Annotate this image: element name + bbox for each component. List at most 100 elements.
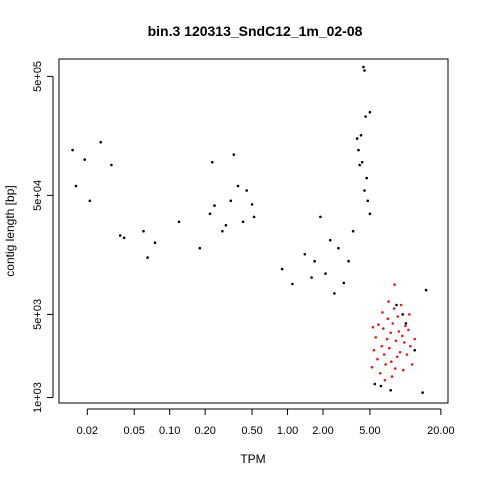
highlighted-point [372, 326, 375, 329]
highlighted-point [391, 375, 394, 378]
highlighted-point [398, 330, 401, 333]
data-point [213, 204, 216, 207]
data-point [281, 268, 284, 271]
highlighted-point [381, 311, 384, 314]
data-point [356, 137, 359, 140]
data-point [310, 276, 313, 279]
data-point [119, 234, 122, 237]
scatter-points [71, 66, 427, 394]
data-point [251, 203, 254, 206]
data-point [367, 200, 370, 203]
highlighted-point [373, 349, 376, 352]
data-point [362, 66, 365, 69]
data-point [363, 189, 366, 192]
highlighted-point [391, 322, 394, 325]
highlighted-point [384, 379, 387, 382]
x-tick-label: 0.20 [194, 425, 215, 437]
data-point [369, 213, 372, 216]
data-point [365, 177, 368, 180]
data-point [178, 221, 181, 224]
x-tick-label: 2.00 [312, 425, 333, 437]
data-point [71, 149, 74, 152]
data-point [99, 141, 102, 144]
data-point [211, 161, 214, 164]
data-point [253, 216, 256, 219]
data-point [329, 239, 332, 242]
y-tick-label: 5e+04 [32, 180, 44, 211]
data-point [374, 383, 377, 386]
x-tick-label: 1.00 [277, 425, 298, 437]
highlighted-point [376, 358, 379, 361]
data-point [324, 272, 327, 275]
data-point [364, 115, 367, 118]
data-point [146, 256, 149, 259]
data-point [199, 247, 202, 250]
highlighted-point [383, 353, 386, 356]
x-tick-label: 0.50 [241, 425, 262, 437]
plot-frame [59, 59, 448, 403]
highlighted-point [403, 341, 406, 344]
highlighted-point [386, 338, 389, 341]
data-point [357, 149, 360, 152]
data-point [304, 253, 307, 256]
highlighted-point [393, 283, 396, 286]
data-point [395, 304, 398, 307]
data-point [319, 216, 322, 219]
data-point [352, 230, 355, 233]
highlighted-point [389, 332, 392, 335]
highlighted-point [377, 323, 380, 326]
y-tick-label: 1e+03 [32, 382, 44, 413]
y-tick-label: 5e+05 [32, 61, 44, 92]
x-axis: 0.02 0.05 0.10 0.20 0.50 1.00 2.00 5.00 20.00 [77, 409, 455, 437]
highlighted-point [406, 353, 409, 356]
highlighted-point [395, 340, 398, 343]
data-point [369, 111, 372, 114]
highlighted-point [399, 351, 402, 354]
data-point [389, 389, 392, 392]
x-tick-label: 0.02 [77, 425, 98, 437]
data-point [360, 134, 363, 137]
highlighted-point [371, 366, 374, 369]
highlighted-point [396, 356, 399, 359]
data-point [209, 213, 212, 216]
data-point [425, 289, 428, 292]
data-point [221, 230, 224, 233]
data-point [89, 200, 92, 203]
highlighted-point [402, 369, 405, 372]
data-point [123, 237, 126, 240]
highlighted-point [394, 367, 397, 370]
highlighted-point [374, 336, 377, 339]
highlighted-point [404, 325, 407, 328]
data-point [225, 224, 228, 227]
highlighted-point [408, 313, 411, 316]
highlighted-point [384, 363, 387, 366]
highlighted-point [387, 317, 390, 320]
highlighted-point [380, 345, 383, 348]
data-point [358, 164, 361, 167]
highlighted-point [413, 338, 416, 341]
data-point [361, 161, 364, 164]
data-point [154, 241, 157, 244]
x-axis-label: TPM [240, 452, 265, 466]
highlighted-point [396, 315, 399, 318]
highlighted-point [409, 345, 412, 348]
data-point [83, 158, 86, 161]
data-point [110, 164, 113, 167]
data-point [413, 349, 416, 352]
highlighted-point [379, 372, 382, 375]
y-tick-label: 5e+03 [32, 299, 44, 330]
x-tick-label: 0.05 [124, 425, 145, 437]
data-point [230, 200, 233, 203]
data-point [313, 260, 316, 263]
data-point [363, 69, 366, 72]
highlighted-point [401, 335, 404, 338]
data-point [245, 189, 248, 192]
highlighted-point [393, 307, 396, 310]
highlighted-point [382, 327, 385, 330]
data-point [380, 385, 383, 388]
data-point [405, 322, 408, 325]
data-point [233, 153, 236, 156]
data-point [75, 185, 78, 188]
y-axis-label: contig length [bp] [3, 185, 17, 276]
